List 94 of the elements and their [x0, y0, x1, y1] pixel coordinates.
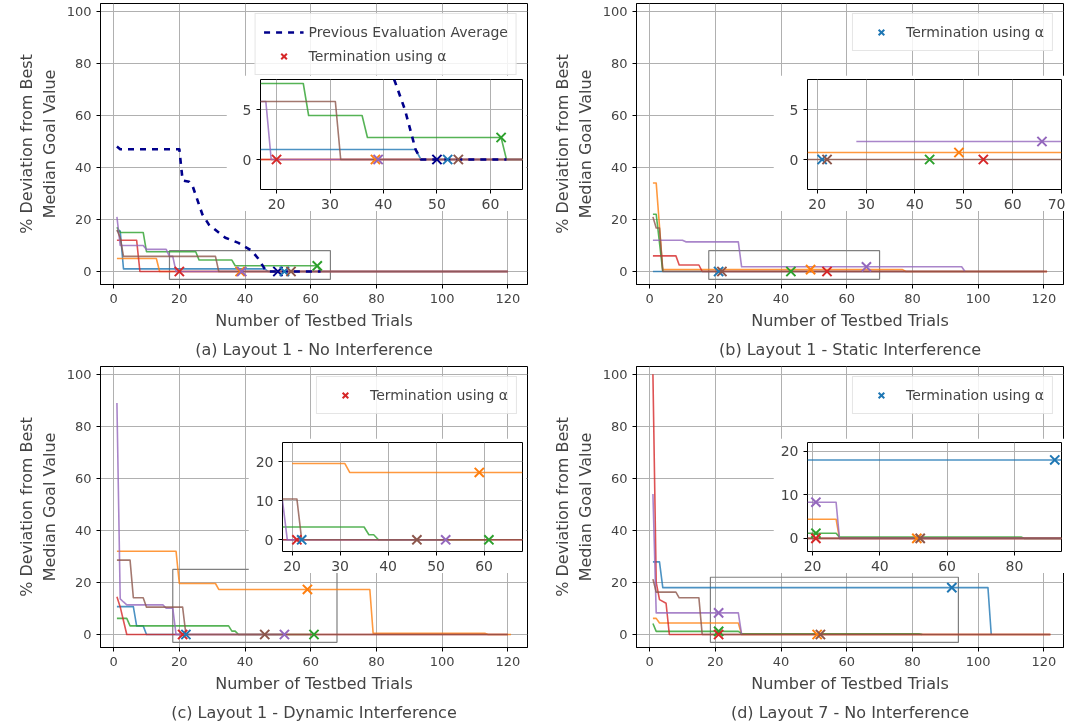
x-tick-label: 30 — [331, 557, 350, 574]
y-tick-label: 100 — [602, 366, 628, 382]
x-tick-label: 100 — [429, 290, 455, 306]
x-tick-label: 80 — [368, 653, 385, 669]
x-tick-label: 40 — [870, 557, 889, 574]
y-tick-label: 0 — [83, 263, 92, 279]
x-tick-label: 20 — [267, 195, 286, 212]
y-tick-label: 100 — [602, 3, 628, 19]
legend-label: Termination using α — [905, 387, 1044, 403]
x-tick-label: 20 — [283, 557, 302, 574]
x-tick-label: 120 — [1031, 290, 1057, 306]
x-tick-label: 0 — [109, 290, 118, 306]
y-tick-label: 0 — [789, 151, 799, 168]
x-tick-label: 0 — [109, 653, 118, 669]
y-tick-label: 100 — [66, 3, 92, 19]
x-tick-label: 0 — [645, 653, 654, 669]
x-tick-label: 80 — [904, 290, 921, 306]
x-tick-label: 50 — [428, 195, 446, 212]
y-tick-label: 80 — [74, 418, 92, 434]
y-tick-label: 10 — [780, 486, 799, 503]
x-tick-label: 20 — [171, 290, 188, 306]
y-tick-label: 20 — [780, 443, 799, 460]
y-tick-label: 10 — [255, 492, 274, 509]
x-tick-label: 20 — [171, 653, 188, 669]
y-axis-title: % Deviation from Best Median Goal Value — [16, 417, 59, 597]
x-tick-label: 50 — [427, 557, 446, 574]
y-tick-label: 20 — [255, 453, 274, 470]
x-tick-label: 70 — [1047, 195, 1066, 212]
x-tick-label: 0 — [645, 290, 654, 306]
x-axis-title: Number of Testbed Trials — [215, 673, 413, 693]
x-tick-label: 40 — [906, 195, 924, 212]
x-tick-label: 20 — [803, 557, 822, 574]
y-tick-label: 0 — [83, 626, 92, 642]
y-tick-label: 5 — [789, 101, 799, 118]
legend-label: Termination using α — [905, 24, 1044, 40]
x-tick-label: 80 — [1005, 557, 1024, 574]
x-tick-label: 20 — [707, 653, 724, 669]
x-tick-label: 40 — [379, 557, 398, 574]
y-tick-label: 60 — [74, 107, 92, 123]
y-tick-label: 80 — [610, 418, 628, 434]
x-axis-title: Number of Testbed Trials — [751, 673, 949, 693]
x-tick-label: 60 — [302, 290, 319, 306]
y-tick-label: 40 — [610, 159, 628, 175]
x-tick-label: 100 — [965, 290, 991, 306]
y-tick-label: 0 — [264, 531, 274, 548]
x-tick-label: 120 — [495, 653, 521, 669]
y-axis-title: % Deviation from Best Median Goal Value — [16, 54, 59, 234]
x-tick-label: 60 — [838, 290, 855, 306]
y-tick-label: 20 — [74, 574, 92, 590]
y-tick-label: 20 — [610, 574, 628, 590]
y-tick-label: 0 — [789, 530, 799, 547]
x-tick-label: 30 — [857, 195, 876, 212]
y-tick-label: 60 — [610, 107, 628, 123]
y-tick-label: 0 — [619, 626, 628, 642]
y-tick-label: 60 — [610, 470, 628, 486]
x-axis-title: Number of Testbed Trials — [751, 310, 949, 330]
y-tick-label: 20 — [74, 211, 92, 227]
y-axis-title: % Deviation from Best Median Goal Value — [552, 417, 595, 597]
y-tick-label: 80 — [610, 55, 628, 71]
x-tick-label: 100 — [965, 653, 991, 669]
y-tick-label: 40 — [74, 522, 92, 538]
legend-label: Previous Evaluation Average — [308, 24, 508, 40]
x-tick-label: 40 — [374, 195, 393, 212]
x-tick-label: 120 — [495, 290, 521, 306]
x-tick-label: 60 — [1003, 195, 1022, 212]
y-tick-label: 5 — [242, 101, 252, 118]
x-tick-label: 50 — [954, 195, 973, 212]
x-tick-label: 120 — [1031, 653, 1057, 669]
y-tick-label: 60 — [74, 470, 92, 486]
x-tick-label: 100 — [429, 653, 455, 669]
text: (a) Layout 1 - No Interference — [195, 339, 433, 359]
x-tick-label: 60 — [838, 653, 855, 669]
x-axis-title: Number of Testbed Trials — [215, 310, 413, 330]
x-tick-label: 60 — [481, 195, 500, 212]
text: (b) Layout 1 - Static Interference — [718, 339, 982, 359]
y-tick-label: 100 — [66, 366, 92, 382]
x-tick-label: 60 — [475, 557, 494, 574]
legend-label: Termination using α — [308, 48, 447, 64]
legend-label: Termination using α — [369, 387, 508, 403]
y-tick-label: 80 — [74, 55, 92, 71]
y-tick-label: 20 — [610, 211, 628, 227]
x-tick-label: 60 — [938, 557, 957, 574]
text: (c) Layout 1 - Dynamic Interference — [171, 702, 457, 722]
y-axis-title: % Deviation from Best Median Goal Value — [552, 54, 595, 234]
x-tick-label: 80 — [368, 290, 385, 306]
text: (d) Layout 7 - No Interference — [730, 702, 970, 722]
x-tick-label: 30 — [321, 195, 339, 212]
y-tick-label: 40 — [610, 522, 628, 538]
y-tick-label: 0 — [619, 263, 628, 279]
y-tick-label: 40 — [74, 159, 92, 175]
x-tick-label: 20 — [808, 195, 827, 212]
x-tick-label: 20 — [707, 290, 724, 306]
x-tick-label: 80 — [904, 653, 921, 669]
x-tick-label: 60 — [302, 653, 319, 669]
